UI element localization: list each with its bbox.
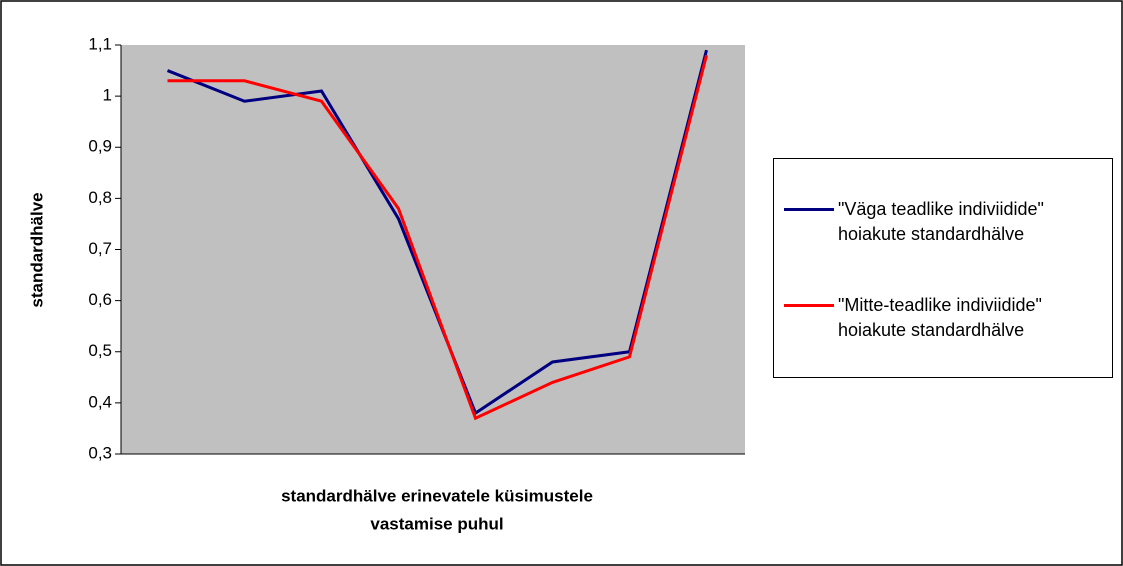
data-line xyxy=(167,54,708,421)
legend-label: "Mitte-teadlike indiviidide" hoiakute st… xyxy=(838,295,1042,340)
legend: "Väga teadlike indiviidide" hoiakute sta… xyxy=(773,158,1113,378)
legend-swatch xyxy=(784,208,834,211)
legend-swatch xyxy=(784,304,834,307)
legend-entry: "Väga teadlike indiviidide" hoiakute sta… xyxy=(784,197,1098,247)
y-tick-label: 0,7 xyxy=(88,239,112,258)
legend-label: "Väga teadlike indiviidide" hoiakute sta… xyxy=(838,199,1044,244)
plot-area xyxy=(121,45,745,454)
x-axis-label: standardhälve erinevatele küsimustele xyxy=(281,486,593,505)
y-tick-label: 0,9 xyxy=(88,137,112,156)
legend-entry: "Mitte-teadlike indiviidide" hoiakute st… xyxy=(784,293,1098,343)
y-tick-label: 1 xyxy=(103,86,112,105)
x-axis-label: vastamise puhul xyxy=(370,514,503,533)
y-axis-label: standardhälve xyxy=(27,192,46,307)
y-tick-label: 0,5 xyxy=(88,341,112,360)
y-tick-label: 0,3 xyxy=(88,443,112,462)
y-tick-label: 0,6 xyxy=(88,290,112,309)
y-tick-label: 0,4 xyxy=(88,392,112,411)
y-tick-label: 1,1 xyxy=(88,34,112,53)
y-tick-label: 0,8 xyxy=(88,188,112,207)
